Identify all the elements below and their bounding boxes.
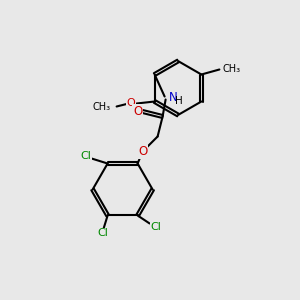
Text: H: H: [175, 95, 182, 106]
Text: O: O: [133, 105, 142, 118]
Text: N: N: [169, 91, 177, 104]
Text: O: O: [126, 98, 135, 109]
Text: Cl: Cl: [150, 223, 161, 232]
Text: O: O: [138, 145, 147, 158]
Text: Cl: Cl: [97, 229, 108, 238]
Text: CH₃: CH₃: [222, 64, 241, 74]
Text: Cl: Cl: [80, 151, 91, 160]
Text: CH₃: CH₃: [92, 101, 111, 112]
